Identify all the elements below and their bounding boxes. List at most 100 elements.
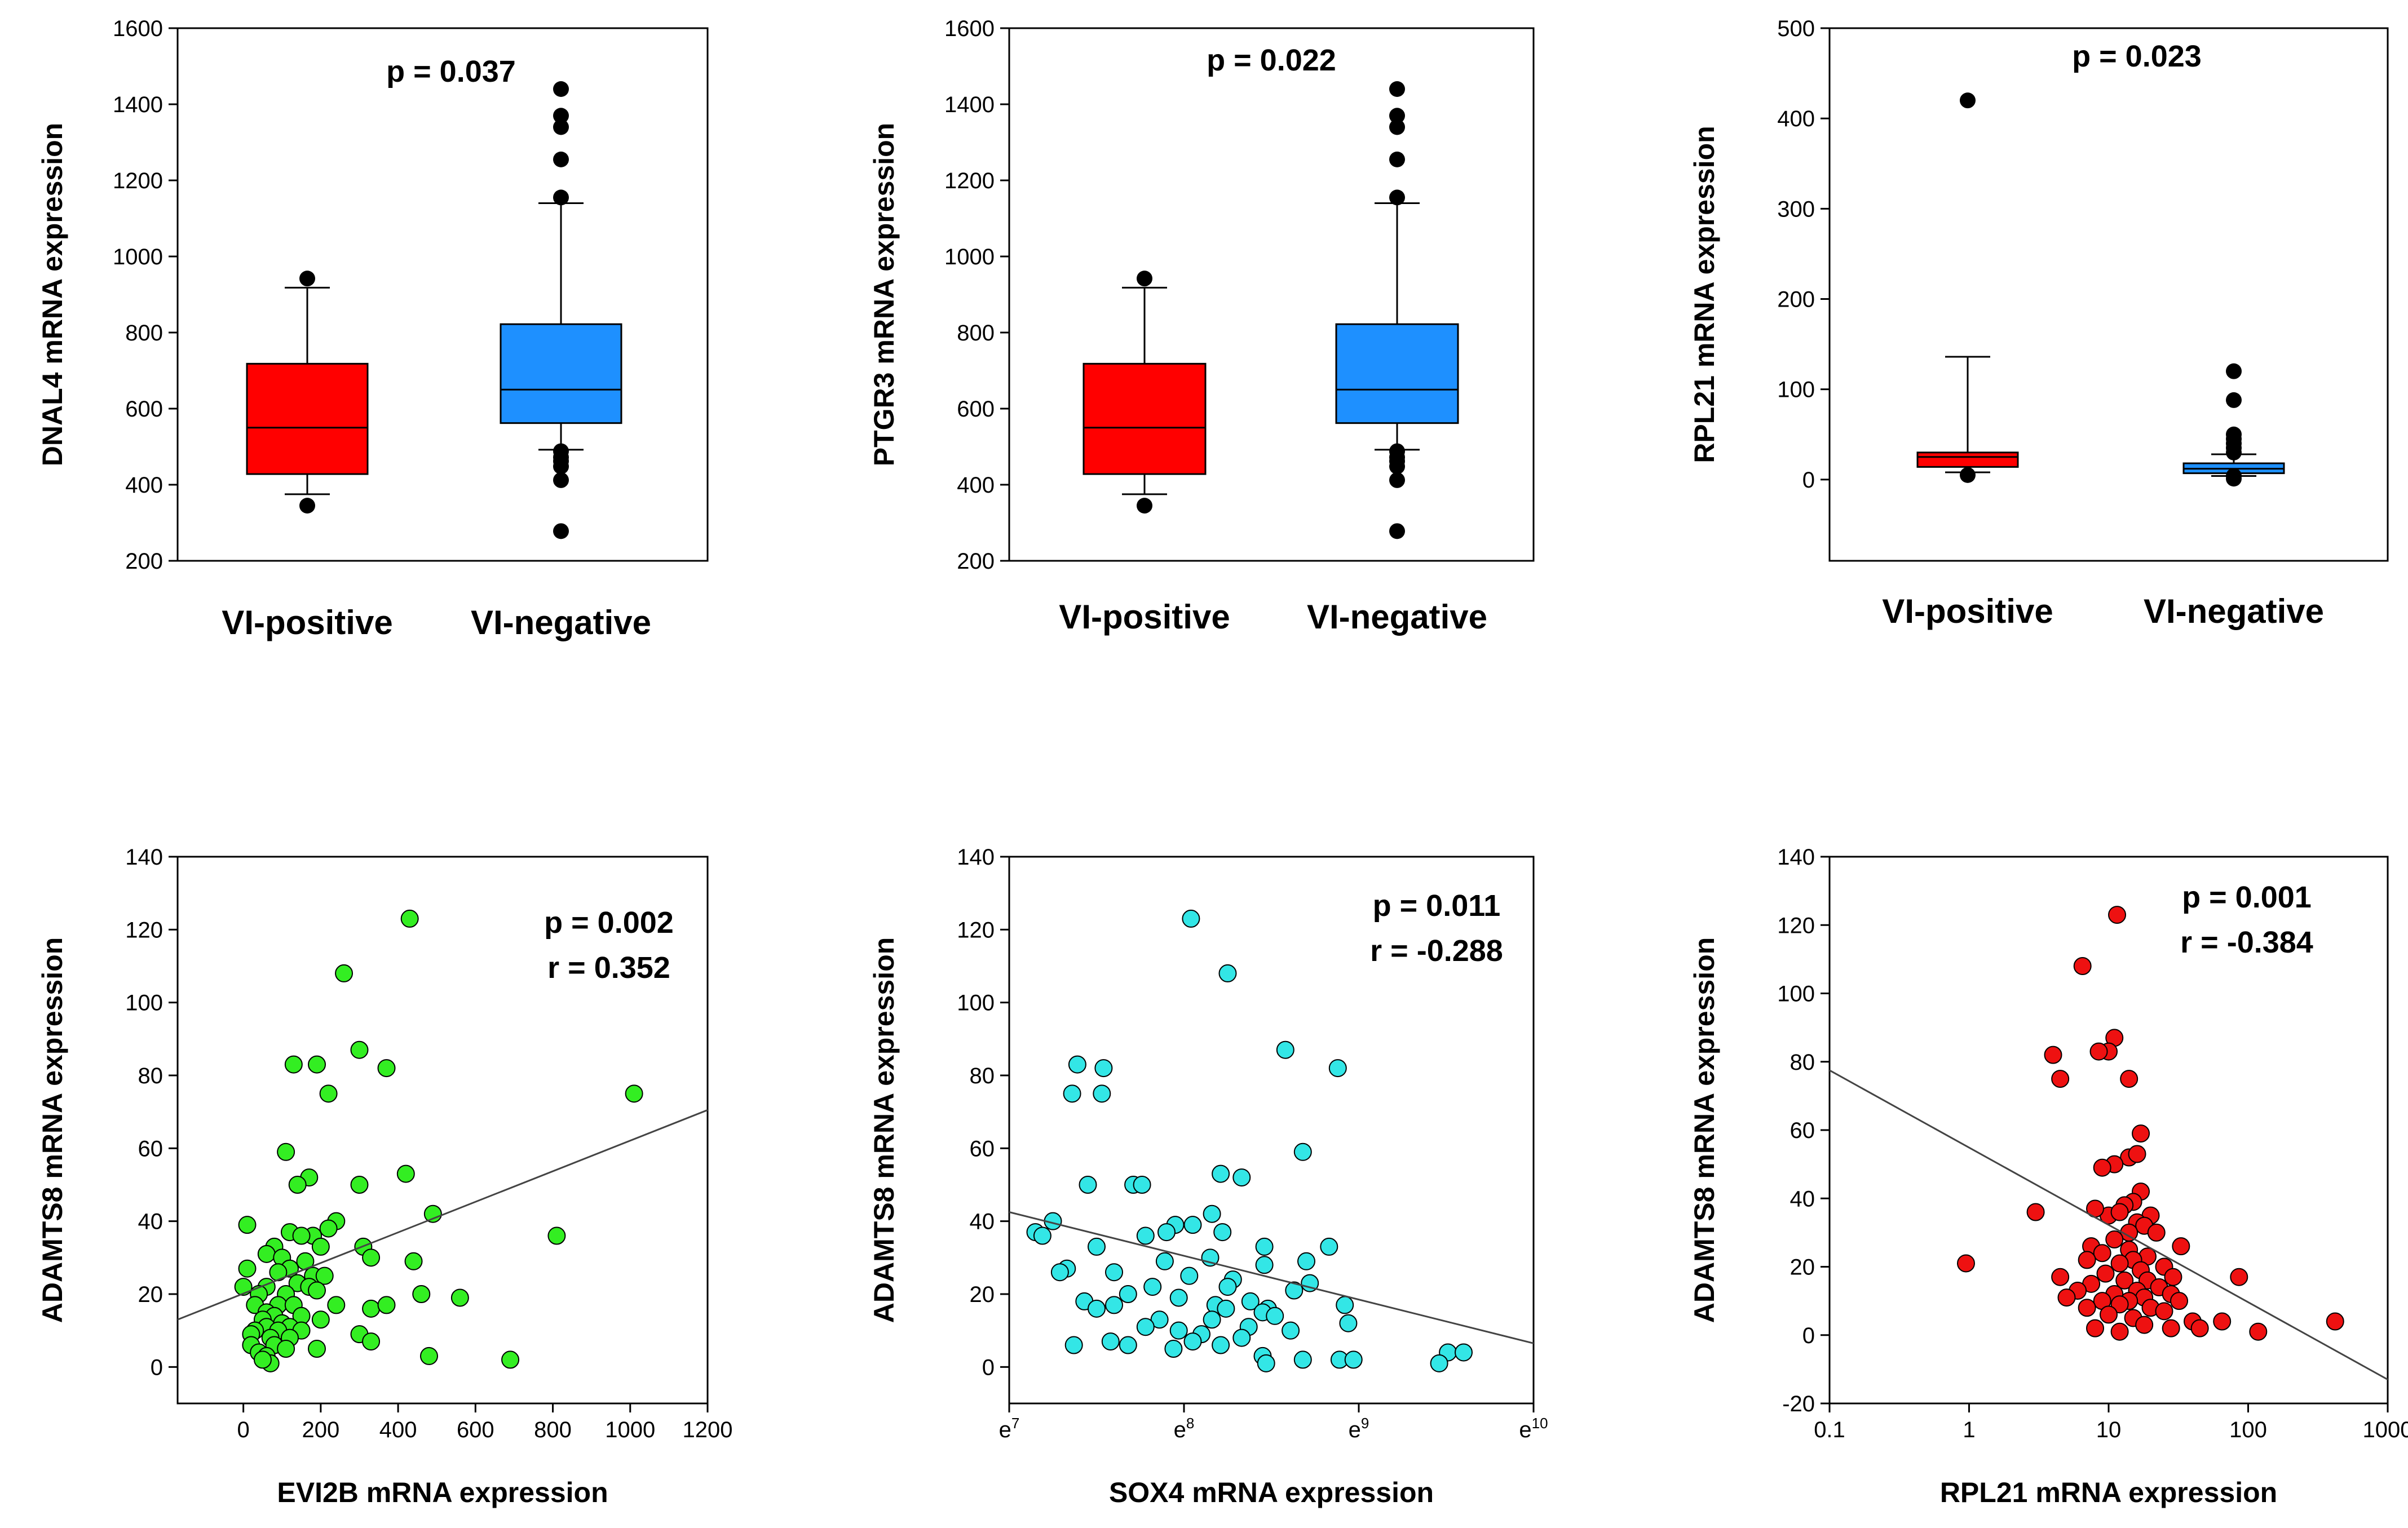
category-label: VI-negative [2144,592,2324,630]
y-tick-label: 100 [125,991,163,1016]
p-value-label: p = 0.022 [1207,43,1336,77]
scatter-point [625,1084,643,1103]
scatter-point [1157,1223,1176,1242]
y-tick-label: 300 [1777,197,1815,222]
scatter-point [2100,1305,2118,1324]
y-tick-label: 200 [125,549,163,574]
scatter-point [1050,1263,1069,1282]
y-tick-label: 80 [970,1064,995,1088]
y-axis-title: ADAMTS8 mRNA expression [37,937,68,1323]
y-tick-label: 40 [970,1210,995,1234]
plot-frame [1008,856,1535,1405]
category-label: VI-positive [1059,598,1230,636]
box-body [1083,362,1207,475]
plot-frame [176,856,709,1405]
scatter-point [2170,1292,2189,1310]
scatter-point [2093,1158,2111,1177]
scatter-point [1088,1237,1106,1256]
y-tick-label: 400 [125,473,163,498]
scatter-point [1203,1204,1221,1223]
y-axis-title: DNAL4 mRNA expression [37,123,68,466]
scatter-point [319,1219,338,1238]
y-tick-label: 0 [1802,1323,1815,1348]
x-tick-label: 0.1 [1814,1418,1845,1442]
scatter-point [292,1226,311,1245]
scatter-point [2110,1254,2129,1273]
scatter-point [288,1176,307,1194]
scatter-points [1956,906,2344,1341]
scatter-point [1217,1299,1235,1318]
scatter-point [315,1266,334,1285]
y-tick-label: 600 [957,397,995,422]
scatter-point [2057,1288,2076,1307]
scatter-point [2051,1070,2070,1088]
scatter-point [1136,1318,1155,1336]
x-tick-label: 400 [379,1418,417,1442]
scatter-point [1183,1332,1202,1351]
scatter-point [2190,1319,2209,1337]
scatter-point [423,1204,442,1223]
x-axis-title: EVI2B mRNA expression [277,1477,608,1508]
chart-panel-5: 0 20 40 60 80 100 120 140 ADAMTS8 mRNA expressio… [868,845,1548,1508]
x-tick-label: 800 [534,1418,572,1442]
scatter-point [308,1340,326,1358]
x-axis-title: SOX4 mRNA expression [1109,1477,1434,1508]
y-tick-label: 100 [957,991,995,1016]
scatter-point [501,1350,520,1369]
scatter-point [2110,1295,2129,1314]
x-tick-label: 100 [2229,1418,2267,1442]
scatter-point [1213,1223,1232,1242]
scatter-point [2155,1302,2173,1321]
scatter-point [2089,1042,2108,1061]
y-tick-label: 120 [1777,913,1815,938]
y-tick-label: 60 [138,1136,164,1161]
outlier-point [553,443,569,459]
outlier-point [2226,426,2242,442]
category-label: VI-positive [1882,592,2053,630]
scatter-point [2162,1319,2180,1337]
scatter-point [396,1164,415,1183]
p-value-label: p = 0.023 [2072,39,2202,73]
x-tick-label: 0 [237,1418,250,1442]
r-value-label: r = -0.384 [2180,925,2313,959]
scatter-point [362,1332,381,1351]
scatter-point [1133,1176,1151,1194]
x-tick-label: 1000 [2363,1418,2408,1442]
scatter-point [1344,1350,1363,1369]
scatter-point [327,1296,346,1314]
scatter-point [238,1259,257,1278]
r-value-label: r = -0.288 [1370,934,1503,968]
outlier-point [1389,81,1405,97]
x-tick-label: 10 [2096,1418,2122,1442]
scatter-point [2135,1316,2154,1334]
plot-frame [176,27,709,562]
y-tick-label: 40 [138,1210,164,1234]
box-body [1916,451,2019,468]
scatter-point [2096,1264,2115,1283]
scatter-point [1150,1310,1169,1329]
scatter-point [1455,1343,1473,1362]
scatter-point [1257,1354,1275,1372]
scatter-point [1164,1340,1183,1358]
y-tick-label: 1400 [113,92,163,117]
scatter-point [311,1310,330,1329]
scatter-point [1232,1168,1251,1187]
scatter-point [1119,1285,1137,1303]
x-tick-label: 200 [302,1418,339,1442]
scatter-point [2078,1299,2096,1317]
scatter-point [1241,1292,1260,1310]
x-tick-label: 600 [457,1418,494,1442]
y-tick-label: 0 [982,1355,995,1380]
scatter-point [2105,1230,2124,1248]
scatter-point [284,1055,303,1074]
scatter-point [257,1244,276,1263]
scatter-point [2073,957,2092,975]
scatter-point [2051,1268,2070,1286]
scatter-point [450,1288,469,1307]
regression-line [1829,1069,2388,1380]
scatter-point [1218,964,1237,982]
y-tick-label: 1600 [944,16,995,41]
outlier-point [553,119,569,135]
scatter-point [1094,1059,1113,1078]
outlier-point [1137,271,1152,287]
